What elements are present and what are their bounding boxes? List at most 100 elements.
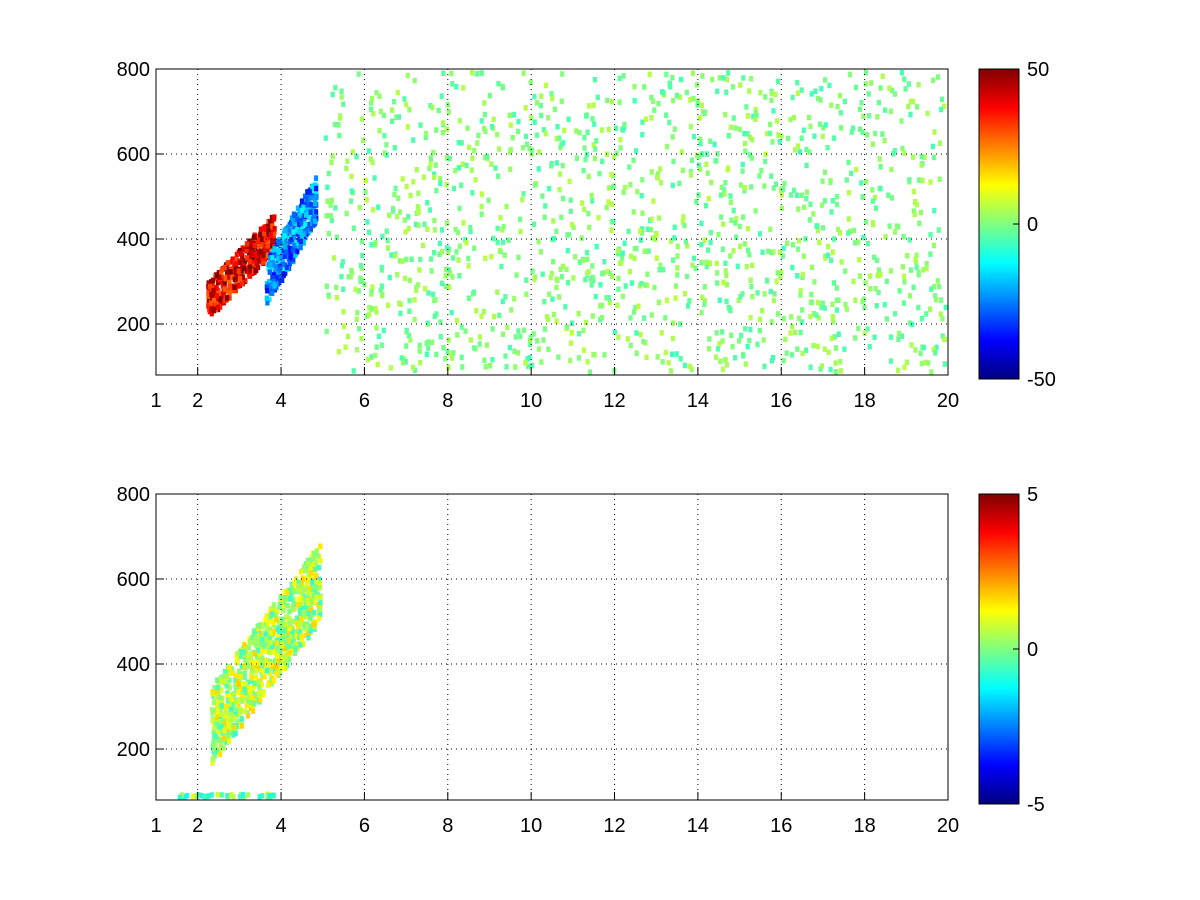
heatmap-top-cell [389,252,394,258]
heatmap-top-cell [240,253,245,260]
heatmap-top-cell [400,176,405,182]
heatmap-bottom-cell [233,699,238,705]
heatmap-top-cell [254,260,259,267]
heatmap-top-cell [688,97,693,103]
heatmap-top-cell [256,258,261,264]
heatmap-top-cell [789,314,794,320]
heatmap-bottom-cell [263,616,268,623]
heatmap-top-cell [820,133,825,140]
heatmap-top-cell [219,267,224,273]
heatmap-top-cell [445,349,450,355]
heatmap-top-cell [392,191,397,198]
heatmap-top-cell [408,337,413,343]
heatmap-top-cell [457,243,462,249]
heatmap-top-cell [294,227,300,233]
heatmap-bottom-cell [226,697,231,704]
heatmap-bottom-cell [252,677,258,684]
heatmap-top-cell [323,135,328,141]
heatmap-top-cell [812,133,817,139]
heatmap-top-cell [769,319,774,325]
heatmap-top-cell [900,264,905,270]
heatmap-top-cell [289,236,294,243]
heatmap-top-cell [901,233,906,240]
heatmap-top-cell [928,306,933,312]
heatmap-top-cell [234,275,239,282]
heatmap-top-cell [663,349,668,356]
heatmap-top-cell [744,104,749,110]
heatmap-top-cell [244,241,250,247]
heatmap-top-cell [677,180,682,187]
heatmap-top-cell [280,237,285,244]
heatmap-top-cell [206,293,211,299]
heatmap-top-cell [430,104,435,111]
heatmap-top-cell [356,71,361,77]
heatmap-top-cell [206,280,211,286]
heatmap-top-cell [483,364,488,370]
heatmap-top-cell [404,327,409,334]
heatmap-bottom-cell [274,616,279,623]
heatmap-top-cell [425,320,430,326]
heatmap-top-cell [818,366,823,372]
heatmap-top-cell [807,217,812,223]
heatmap-top-cell [298,229,303,235]
heatmap-top-cell [833,360,838,366]
heatmap-bottom-cell [227,664,232,671]
heatmap-top-cell [590,198,595,204]
heatmap-top-cell [638,228,643,234]
heatmap-bottom-cell [305,624,310,631]
heatmap-top-cell [296,244,301,251]
heatmap-top-cell [474,71,479,77]
heatmap-top-cell [664,297,669,304]
heatmap-top-cell [606,126,611,133]
heatmap-top-cell [252,242,257,249]
heatmap-top-cell [647,71,652,78]
heatmap-top-cell [688,168,693,175]
heatmap-top-cell [605,97,610,104]
heatmap-top-cell [358,278,363,285]
heatmap-top-cell [425,226,430,232]
heatmap-top-cell [470,155,475,161]
heatmap-top-cell [878,272,883,278]
heatmap-top-cell [834,285,839,291]
heatmap-top-cell [634,330,639,336]
y-tick-label: 600 [117,569,150,591]
heatmap-top-cell [942,103,947,109]
heatmap-top-cell [742,188,747,194]
heatmap-top-cell [649,94,654,101]
heatmap-top-cell [884,278,889,284]
heatmap-bottom-cell [289,637,294,644]
heatmap-top-cell [405,72,410,79]
heatmap-top-cell [724,272,729,279]
heatmap-top-cell [429,268,434,274]
heatmap-top-cell [518,333,523,340]
heatmap-bottom-cell [310,579,315,585]
heatmap-top-cell [614,150,619,157]
heatmap-top-cell [234,251,239,258]
heatmap-top-cell [535,100,540,106]
heatmap-top-cell [784,350,789,356]
heatmap-top-cell [862,304,867,311]
heatmap-top-cell [267,279,272,285]
heatmap-top-cell [339,88,344,94]
heatmap-top-cell [682,362,687,369]
heatmap-top-cell [729,332,734,338]
heatmap-top-cell [931,242,937,249]
heatmap-top-cell [838,368,843,374]
heatmap-bottom-cell [227,684,232,691]
heatmap-top-cell [375,361,380,368]
heatmap-top-cell [377,128,382,134]
heatmap-top-cell [291,217,296,224]
heatmap-top-cell [932,207,937,214]
heatmap-top-cell [248,243,253,249]
heatmap-top-cell [232,272,238,278]
heatmap-top-cell [851,278,856,285]
heatmap-top-cell [549,91,554,97]
heatmap-top-cell [451,350,456,356]
heatmap-bottom-cell [215,792,220,798]
heatmap-bottom-cell [244,702,250,709]
heatmap-top-cell [609,98,614,105]
heatmap-top-cell [554,276,559,282]
heatmap-top-cell [504,364,509,370]
